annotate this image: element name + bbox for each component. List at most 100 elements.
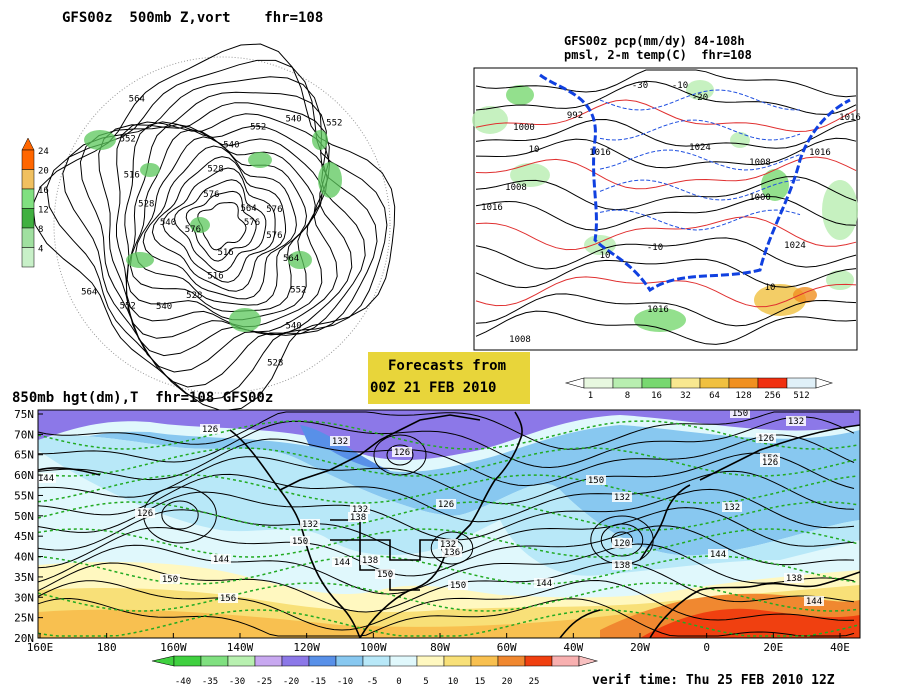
contour-label-pmsl: 1008 [509,335,531,345]
contour-label-500mb: 540 [285,114,301,124]
contour-label-pmsl: 1008 [749,158,771,168]
isobar-contour [475,310,857,345]
lat-label: 70N [14,428,34,441]
colorbar-cell [281,655,310,667]
forecast-line1: Forecasts from [388,358,507,374]
colorbar-tick: -30 [229,677,245,687]
colorbar-cell [728,377,759,389]
colorbar-cell [757,377,788,389]
contour-label-850mb: 132 [788,417,804,427]
isotherm-contour [37,582,859,612]
colorbar-cell [21,208,35,229]
colorbar-tick: 25 [529,677,540,687]
vorticity-area [248,152,272,168]
lat-label: 40N [14,551,34,564]
height-contour-850mb [37,452,855,505]
colorbar-cell [786,377,817,389]
precip-area [472,106,508,134]
isobar-contour [475,137,857,169]
vorticity-area [312,130,328,150]
vorticity-area [140,163,160,177]
colorbar-arrow [578,655,599,667]
colorbar-cell [21,169,35,190]
contour-label-500mb: 528 [267,358,283,368]
temperature-contour [599,119,801,141]
contour-label-bg [160,574,180,584]
colorbar-cell [362,655,391,667]
contour-label-pmsl: 1024 [689,143,711,153]
precip-colorbar: 1 8 16 32 64 128 256 512 [564,377,834,401]
colorbar-arrow [564,377,585,389]
contour-label-850mb: 150 [732,409,748,419]
colorbar-cell [227,655,256,667]
height-contour-500mb [185,190,257,262]
lon-label: 160E [27,641,54,654]
colorbar-tick: -40 [175,677,191,687]
contour-label-500mb: 564 [240,204,256,214]
isobar-contour [475,293,857,327]
vorticity-area [190,217,210,233]
colorbar-tick: 256 [764,391,780,401]
coastline [37,467,101,476]
colorbar-tick: 512 [793,391,809,401]
contour-label-500mb: 576 [266,231,282,241]
contour-label-500mb: 540 [223,141,239,151]
contour-label-500mb: 552 [120,302,136,312]
colorbar-tick: 128 [735,391,751,401]
height-contour-500mb [151,156,287,292]
lon-label: 120W [293,641,320,654]
h850-map-frame [37,409,861,639]
polar-boundary-circle [53,56,391,394]
colorbar-tick: 10 [448,677,459,687]
colorbar-cell [308,655,337,667]
isotherm-contour [37,474,859,504]
colorbar-tick: -5 [367,677,378,687]
contour-label-pmsl: 1008 [505,183,527,193]
colorbar-cell [21,149,35,170]
height-contour-500mb [32,43,396,412]
colorbar-tick: 16 [38,186,49,196]
colorbar-cell [443,655,472,667]
precip-area [826,270,854,290]
colorbar-arrow [815,377,834,389]
contour-label-bg [135,508,155,518]
colorbar-tick: 16 [651,391,662,401]
contour-label-bg [438,539,458,549]
contour-label-bg [612,538,632,548]
contour-label-500mb: 552 [290,286,306,296]
contour-label-850mb: 132 [302,520,318,530]
height-contour-850mb [37,416,855,469]
colorbar-tick: -25 [256,677,272,687]
colorbar-tick: 0 [396,677,401,687]
colorbar-arrow [151,655,175,667]
colorbar-cell [641,377,672,389]
isobar-contour [475,276,857,308]
contour-label-bg [350,504,370,514]
height-contour-850mb [37,597,855,637]
contour-label-850mb: 138 [350,513,366,523]
lon-label: 40E [830,641,850,654]
height-contour-500mb [142,145,297,300]
lat-label: 30N [14,591,34,604]
precip-panel-title-line1: GFS00z pcp(mm/dy) 84-108h [564,34,745,48]
contour-label-pmsl: -10 [672,81,688,91]
colorbar-cell [551,655,580,667]
contour-label-850mb: 132 [332,437,348,447]
coastline [639,484,691,561]
colorbar-tick: 8 [38,225,43,235]
contour-label-850mb: 150 [377,570,393,580]
lon-label: 180 [97,641,117,654]
isotherm-contour [37,528,859,558]
contour-label-850mb: 136 [444,548,460,558]
contour-label-bg [300,519,320,529]
contour-label-pmsl: -20 [692,93,708,103]
contour-label-pmsl: 1000 [749,193,771,203]
height-contour-500mb [79,91,366,373]
contour-label-pmsl: -10 [647,243,663,253]
height-contour-500mb [116,113,338,339]
isobar-contour [475,156,857,190]
lon-label: 100W [360,641,387,654]
lat-label: 50N [14,510,34,523]
contour-label-500mb: 576 [203,190,219,200]
